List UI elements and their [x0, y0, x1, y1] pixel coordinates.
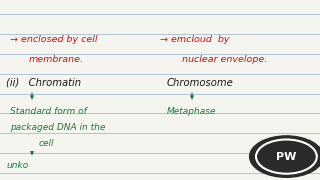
- Circle shape: [250, 136, 320, 177]
- Text: (ii)   Chromatin: (ii) Chromatin: [6, 78, 82, 88]
- Text: Standard form of: Standard form of: [10, 107, 86, 116]
- Text: Chromosome: Chromosome: [166, 78, 233, 88]
- Text: membrane.: membrane.: [29, 55, 84, 64]
- Text: nuclear envelope.: nuclear envelope.: [182, 55, 268, 64]
- Text: unko: unko: [6, 161, 29, 170]
- Text: → emcloud  by: → emcloud by: [160, 35, 229, 44]
- Text: → enclosed by cell: → enclosed by cell: [10, 35, 97, 44]
- Text: packaged DNA in the: packaged DNA in the: [10, 123, 105, 132]
- Text: Metaphase: Metaphase: [166, 107, 216, 116]
- Text: cell: cell: [38, 140, 54, 148]
- Text: PW: PW: [276, 152, 297, 162]
